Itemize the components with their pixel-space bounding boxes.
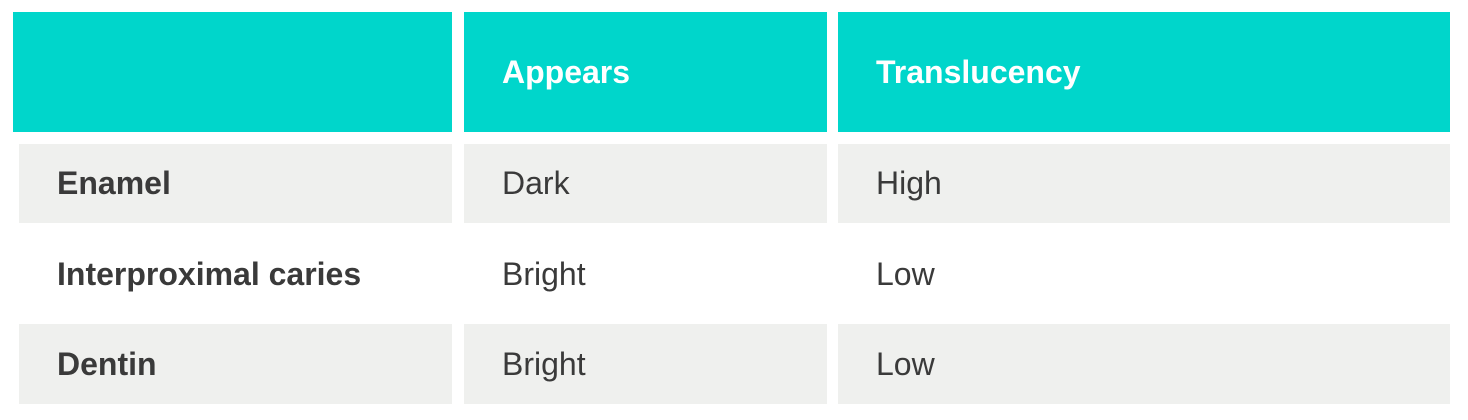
row-label-dentin: Dentin: [19, 324, 452, 404]
cell-enamel-appears: Dark: [464, 144, 827, 223]
cell-interproximal-caries-appears: Bright: [464, 234, 827, 314]
header-cell-empty: [13, 12, 452, 132]
cell-dentin-appears: Bright: [464, 324, 827, 404]
header-cell-translucency: Translucency: [838, 12, 1450, 132]
row-label-interproximal-caries: Interproximal caries: [19, 234, 452, 314]
header-cell-appears: Appears: [464, 12, 827, 132]
cell-dentin-translucency: Low: [838, 324, 1450, 404]
cell-interproximal-caries-translucency: Low: [838, 234, 1450, 314]
row-label-enamel: Enamel: [19, 144, 452, 223]
cell-enamel-translucency: High: [838, 144, 1450, 223]
